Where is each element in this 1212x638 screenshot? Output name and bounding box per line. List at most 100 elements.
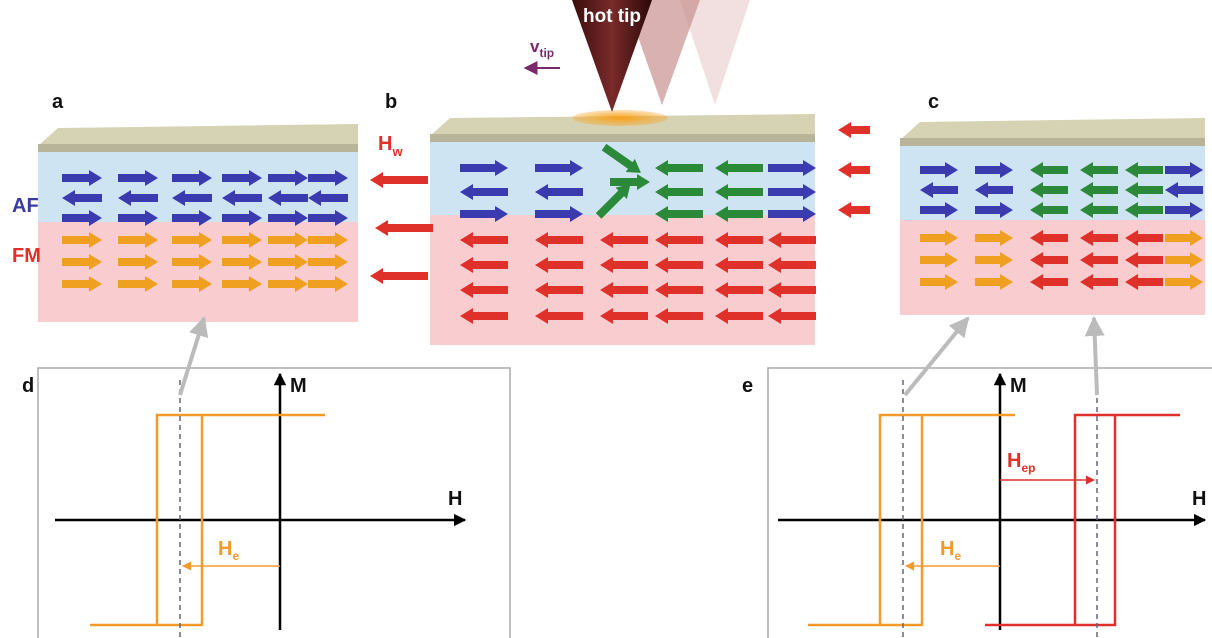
spin-arrow <box>1165 274 1203 290</box>
shift-symbol: H <box>218 538 232 560</box>
spin-arrow <box>308 170 348 186</box>
spin-arrow <box>172 210 212 226</box>
spin-arrow <box>268 170 308 186</box>
spin-arrow <box>920 230 958 246</box>
spin-arrow <box>715 257 763 273</box>
spin-arrow <box>308 232 348 248</box>
spin-arrow <box>1080 252 1118 268</box>
spin-arrow <box>222 254 262 270</box>
af-layer <box>38 152 358 222</box>
spin-arrow <box>222 170 262 186</box>
hysteresis-loop <box>985 413 1180 627</box>
spin-arrow <box>172 170 212 186</box>
spin-arrow <box>975 230 1013 246</box>
spin-arrow <box>1125 202 1163 218</box>
axis-label: M <box>290 375 307 397</box>
spin-arrow <box>460 257 508 273</box>
link-arrow <box>1084 316 1105 396</box>
spin-arrow <box>600 232 648 248</box>
spin-arrow <box>535 308 583 324</box>
spin-arrow <box>600 257 648 273</box>
spin-arrow <box>308 210 348 226</box>
spin-arrow <box>838 122 870 138</box>
graph-frame <box>37 367 511 638</box>
spin-arrow <box>655 160 703 176</box>
spin-arrow <box>975 274 1013 290</box>
axis-label: H <box>1192 488 1206 510</box>
spin-arrow <box>370 268 428 284</box>
spin-arrow <box>975 202 1013 218</box>
hysteresis-loop <box>90 413 325 627</box>
spin-arrow <box>1165 202 1203 218</box>
spin-arrow <box>715 206 763 222</box>
spin-arrow <box>1080 230 1118 246</box>
spin-arrow <box>920 162 958 178</box>
spin-arrow <box>62 210 102 226</box>
spin-arrow <box>1125 230 1163 246</box>
spin-arrow <box>535 232 583 248</box>
layer-label: AF <box>12 195 39 217</box>
spin-arrow <box>268 276 308 292</box>
spin-arrow <box>268 254 308 270</box>
spin-arrow <box>370 172 428 188</box>
spin-arrow <box>308 190 348 206</box>
shift-label: Hep <box>1007 450 1035 475</box>
spin-arrow <box>601 143 641 173</box>
spin-arrow <box>655 232 703 248</box>
spin-arrow <box>600 282 648 298</box>
spin-arrow <box>308 254 348 270</box>
spin-arrow <box>715 308 763 324</box>
cap-layer <box>38 144 358 152</box>
tip-label: hot tip <box>583 6 641 27</box>
spin-arrow <box>610 174 650 190</box>
spin-arrow <box>1030 182 1068 198</box>
spin-arrow <box>118 170 158 186</box>
spin-arrow <box>1125 274 1163 290</box>
spin-arrow <box>268 190 308 206</box>
spin-arrow <box>62 276 102 292</box>
spin-arrow <box>1125 182 1163 198</box>
link-arrow <box>178 316 209 396</box>
spin-arrow <box>715 232 763 248</box>
spin-arrow <box>768 282 816 298</box>
shift-label: He <box>218 538 239 563</box>
spin-arrow <box>975 252 1013 268</box>
tip-ghost <box>625 0 700 105</box>
spin-arrow <box>838 202 870 218</box>
axis-label: M <box>1010 375 1027 397</box>
spin-arrow <box>460 308 508 324</box>
spin-arrow <box>1165 162 1203 178</box>
shift-subscript: ep <box>1021 461 1035 475</box>
cap-layer <box>430 134 815 142</box>
spin-arrow <box>268 210 308 226</box>
spin-arrow <box>535 282 583 298</box>
spin-arrow <box>1080 182 1118 198</box>
spin-arrow <box>172 254 212 270</box>
spin-arrow <box>460 184 508 200</box>
spin-arrow <box>655 184 703 200</box>
spin-arrow <box>222 190 262 206</box>
spin-arrow <box>1080 274 1118 290</box>
panel-label: b <box>385 91 397 113</box>
spin-arrow <box>1125 252 1163 268</box>
spin-arrow <box>118 210 158 226</box>
shift-subscript: e <box>954 549 961 563</box>
fm-layer <box>430 215 815 345</box>
shift-label: He <box>940 538 961 563</box>
axis-label: H <box>448 488 462 510</box>
spin-arrow <box>1030 162 1068 178</box>
shift-symbol: H <box>940 538 954 560</box>
shift-subscript: e <box>232 549 239 563</box>
spin-arrow <box>268 232 308 248</box>
hot-tip <box>572 0 652 112</box>
layer-label: FM <box>12 245 41 267</box>
spin-arrow <box>768 160 816 176</box>
panel-label: a <box>52 91 64 113</box>
spin-arrow <box>375 220 433 236</box>
spin-arrow <box>715 184 763 200</box>
spin-arrow <box>655 206 703 222</box>
field-subscript: w <box>391 144 403 159</box>
spin-arrow <box>460 232 508 248</box>
